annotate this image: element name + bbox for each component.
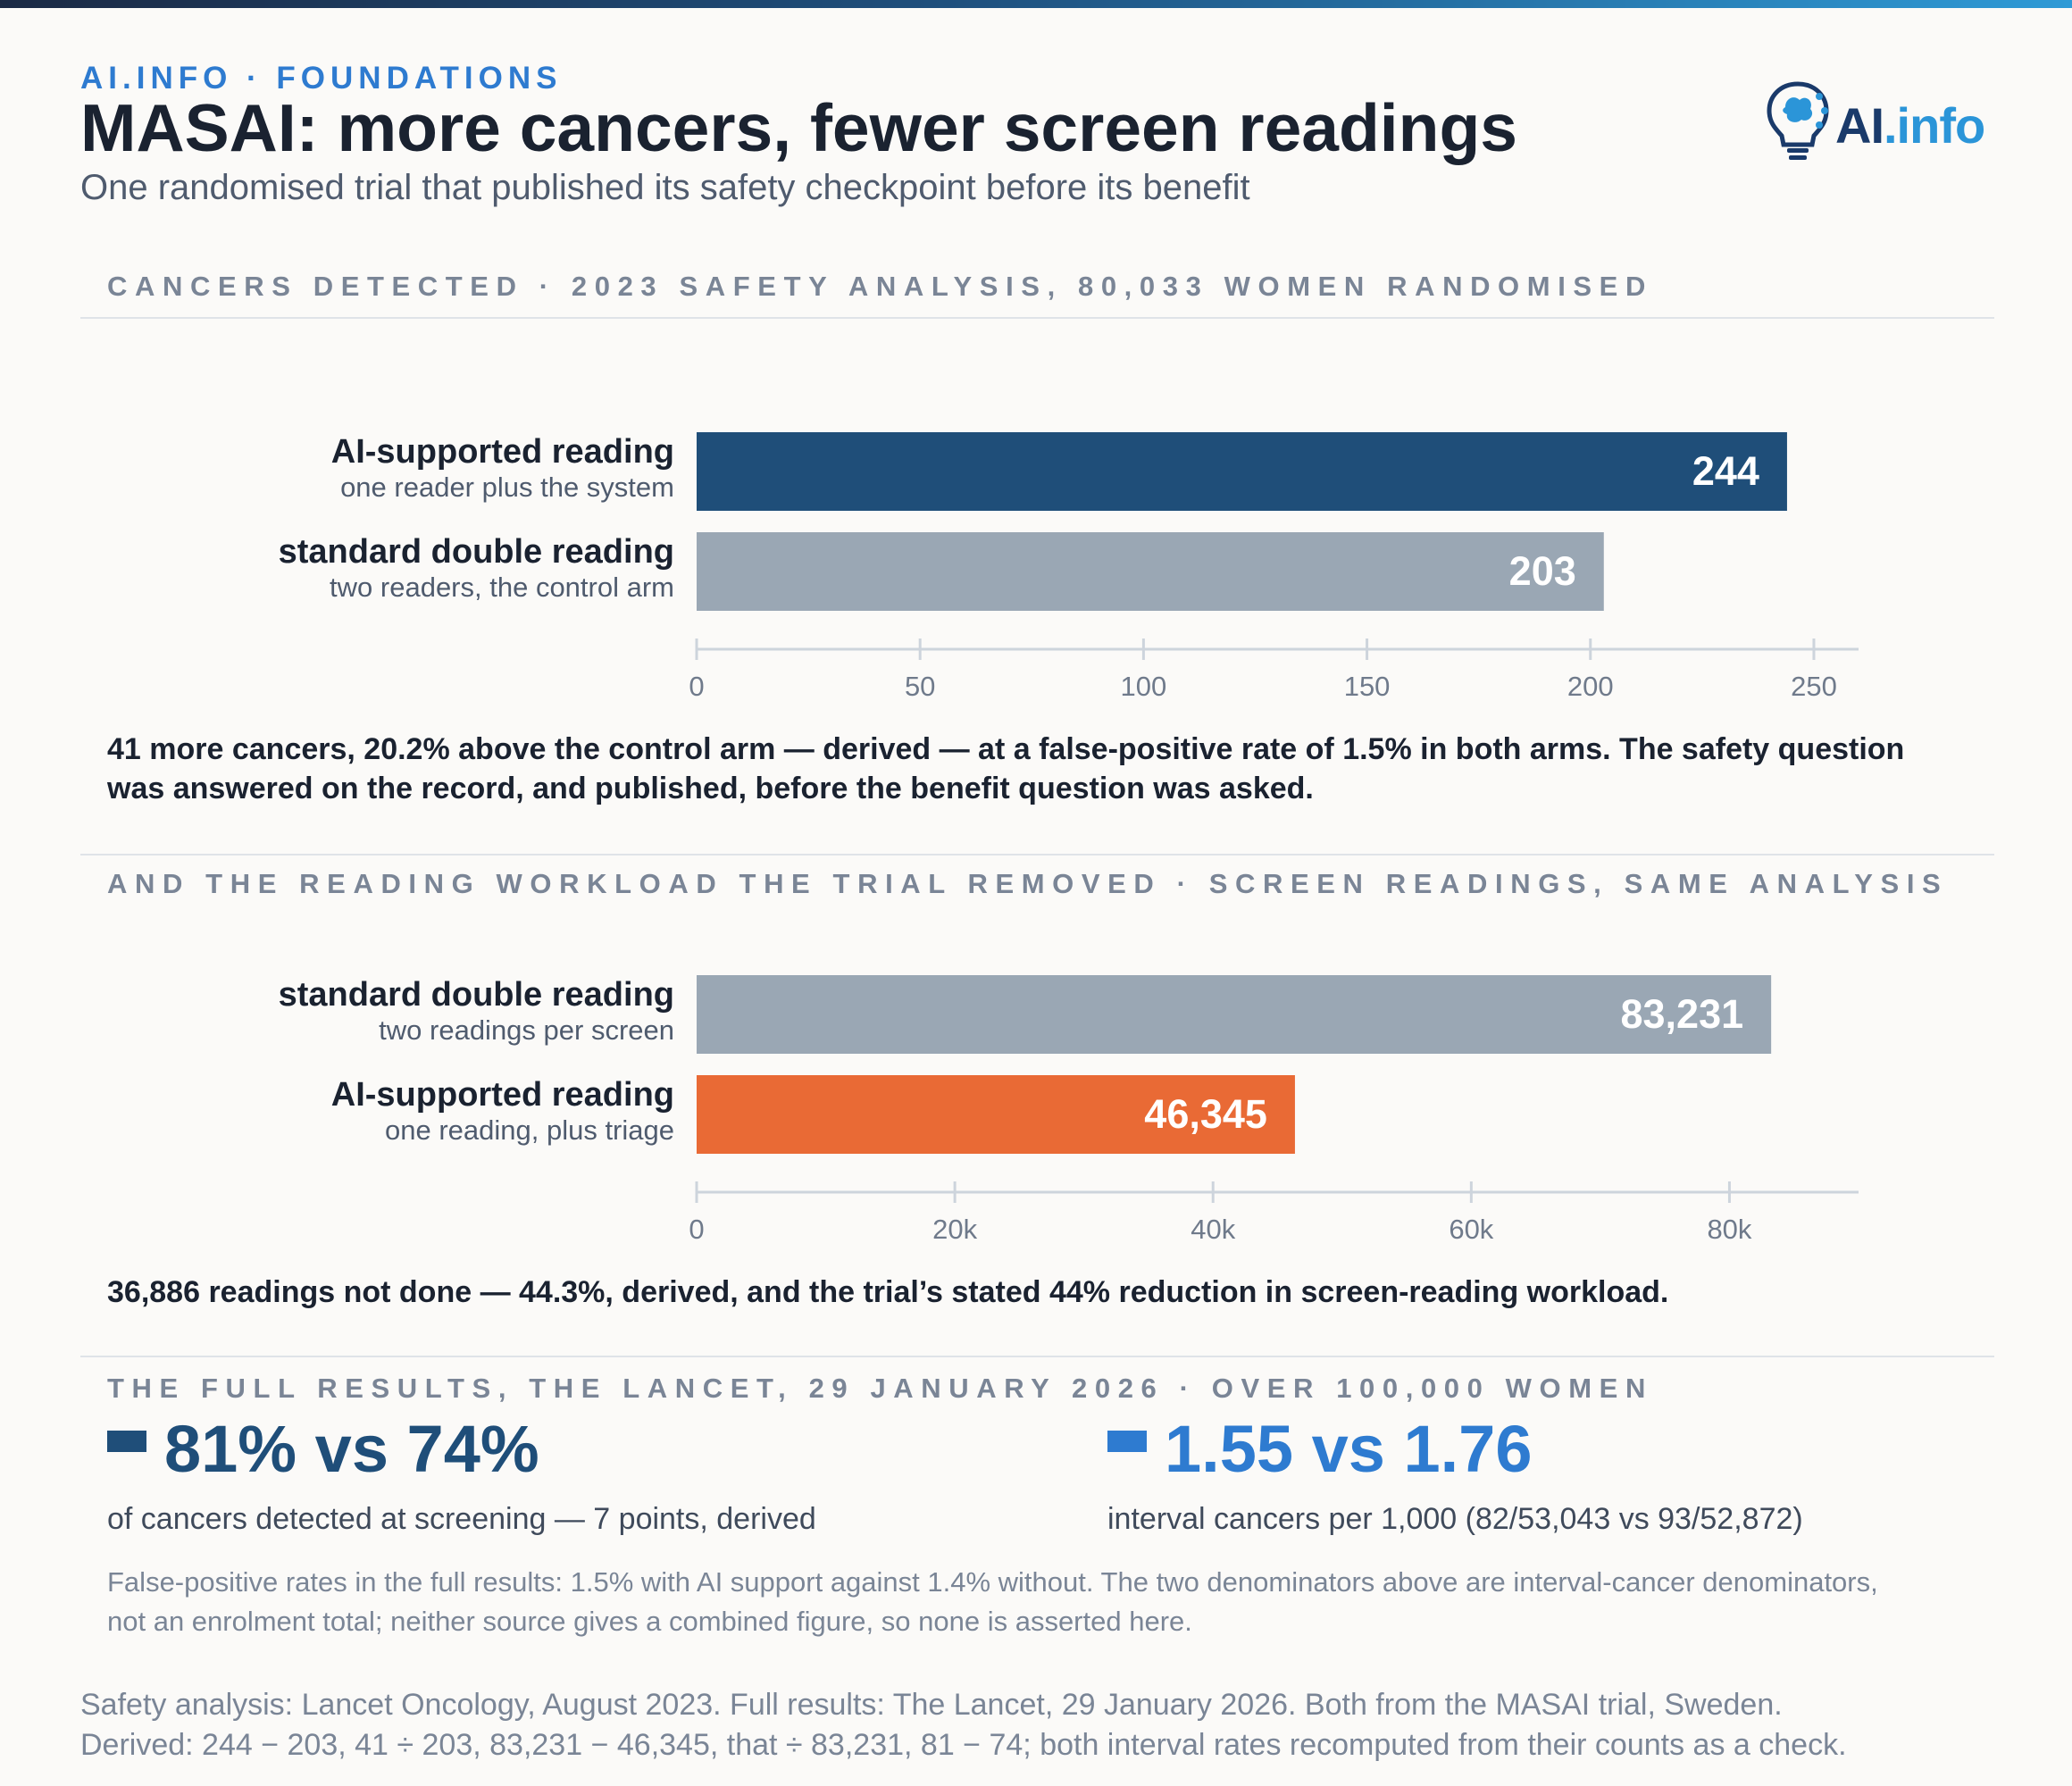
x-tick-label: 250: [1791, 671, 1837, 702]
logo: AI.info: [1764, 79, 1996, 168]
x-tick-label: 0: [689, 671, 704, 702]
bar-value-label: 244: [1692, 448, 1759, 494]
page-title: MASAI: more cancers, fewer screen readin…: [80, 90, 1517, 165]
divider: [80, 854, 1994, 855]
x-tick-label: 100: [1121, 671, 1167, 702]
bar-label-ai-cancers: AI-supported reading one reader plus the…: [331, 432, 674, 504]
bar-label-main: standard double reading: [278, 976, 674, 1014]
x-tick-label: 0: [689, 1214, 704, 1245]
bar-label-ai-readings: AI-supported reading one reading, plus t…: [331, 1075, 674, 1147]
stat-swatch: [1107, 1431, 1147, 1452]
bar-label-main: AI-supported reading: [330, 433, 674, 471]
x-tick-label: 200: [1567, 671, 1614, 702]
bar: [697, 432, 1787, 511]
section-heading-workload: AND THE READING WORKLOAD THE TRIAL REMOV…: [107, 868, 1949, 899]
x-tick-label: 40k: [1191, 1214, 1235, 1245]
bar: [697, 975, 1772, 1054]
x-tick-label: 50: [905, 671, 935, 702]
sources-note: Safety analysis: Lancet Oncology, August…: [80, 1685, 2045, 1765]
bar-label-sub: two readings per screen: [379, 1014, 674, 1046]
logo-wordmark: AI.info: [1835, 96, 1985, 154]
logo-info: .info: [1884, 97, 1985, 154]
bar-label-standard-readings: standard double reading two readings per…: [279, 975, 674, 1047]
bar-label-sub: one reader plus the system: [340, 472, 674, 503]
top-accent-bar: [0, 0, 2072, 8]
kicker: AI.INFO · FOUNDATIONS: [80, 61, 563, 96]
sources-line: Safety analysis: Lancet Oncology, August…: [80, 1688, 1783, 1722]
logo-ai: AI: [1835, 97, 1884, 154]
x-tick-label: 150: [1344, 671, 1391, 702]
bar-label-standard-cancers: standard double reading two readers, the…: [279, 532, 674, 604]
workload-bar-chart-svg: 83,231 46,345 0 20k 40k 60k 80k: [689, 975, 1859, 1245]
stat-description: of cancers detected at screening — 7 poi…: [107, 1502, 816, 1536]
bar-label-sub: two readers, the control arm: [330, 572, 674, 603]
cancers-note: 41 more cancers, 20.2% above the control…: [107, 732, 1905, 805]
stat-swatch: [107, 1431, 146, 1452]
stat-value: 81% vs 74%: [164, 1412, 539, 1486]
bar-value-label: 83,231: [1621, 991, 1744, 1037]
bar-label-main: AI-supported reading: [330, 1076, 674, 1114]
bar-label-sub: one reading, plus triage: [384, 1114, 674, 1146]
sources-line: Derived: 244 − 203, 41 ÷ 203, 83,231 − 4…: [80, 1728, 1847, 1762]
cancers-bar-chart-svg: 244 203 0 50 100 150 200 250: [689, 432, 1859, 702]
bar-value-label: 203: [1509, 548, 1576, 594]
stat-description: interval cancers per 1,000 (82/53,043 vs…: [1107, 1502, 1803, 1536]
bar: [697, 1075, 1295, 1154]
section-heading-cancers: CANCERS DETECTED · 2023 SAFETY ANALYSIS,…: [107, 271, 1653, 302]
workload-note: 36,886 readings not done — 44.3%, derive…: [107, 1275, 1669, 1309]
stat-value: 1.55 vs 1.76: [1165, 1412, 1533, 1486]
page-subtitle: One randomised trial that published its …: [80, 168, 1250, 207]
divider: [80, 1356, 1994, 1357]
x-tick-label: 80k: [1707, 1214, 1751, 1245]
bar-label-main: standard double reading: [278, 533, 674, 571]
bar-value-label: 46,345: [1144, 1091, 1267, 1137]
divider: [80, 317, 1994, 319]
x-tick-label: 20k: [932, 1214, 977, 1245]
section-heading-full-results: THE FULL RESULTS, THE LANCET, 29 JANUARY…: [107, 1373, 1653, 1404]
x-tick-label: 60k: [1449, 1214, 1493, 1245]
lightbulb-brain-icon: [1767, 81, 1829, 160]
bar: [697, 532, 1604, 611]
fineprint-note: False-positive rates in the full results…: [107, 1566, 1878, 1637]
